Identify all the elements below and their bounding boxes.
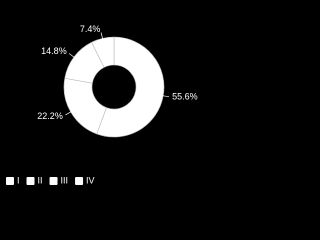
donut-segment: [96, 36, 165, 138]
donut-segment: [91, 36, 115, 68]
leader-line: [68, 53, 78, 60]
data-label: 7.4%: [80, 24, 101, 34]
data-label: 55.6%: [172, 92, 198, 102]
page: {"chart_data": {"type": "donut", "catego…: [6, 23, 198, 186]
legend-swatch: [26, 177, 35, 185]
legend-swatch: [49, 177, 58, 185]
data-label: 22.2%: [37, 111, 63, 121]
leader-line: [100, 32, 104, 43]
leader-line: [159, 94, 170, 98]
legend-label: II: [38, 175, 43, 185]
legend-label: III: [61, 175, 69, 185]
donut-segment: [63, 77, 107, 135]
legend-swatch: [6, 177, 14, 185]
legend-swatch: [75, 177, 84, 185]
data-label: 14.8%: [41, 46, 67, 56]
leader-line: [65, 109, 75, 116]
legend-label: I: [17, 175, 20, 185]
legend-label: IV: [86, 175, 95, 185]
chart: 55.6%22.2%14.8%7.4%I II III IV: [6, 24, 198, 185]
